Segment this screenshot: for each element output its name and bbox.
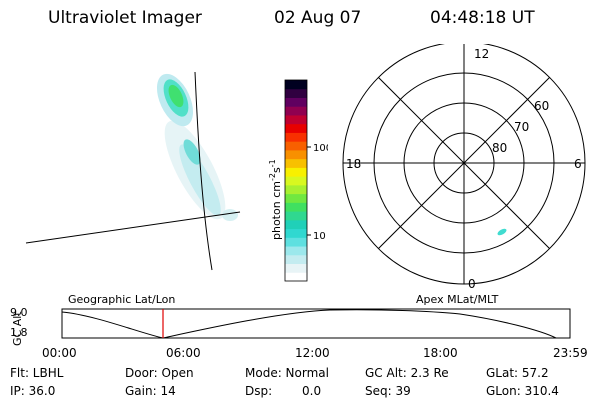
aurora-spot — [497, 228, 507, 236]
geographic-grid-lines — [25, 71, 241, 271]
timeline-tick-0000: 00:00 — [42, 346, 77, 360]
polar-mlat-mlt-plot: 12 6 0 18 60 70 80 — [342, 44, 586, 290]
colorbar-band — [285, 202, 307, 212]
aurora-emission — [156, 73, 238, 221]
colorbar-band — [285, 176, 307, 186]
info-glon: GLon: 310.4 — [486, 384, 559, 398]
colorbar-band — [285, 132, 307, 142]
info-mode: Mode: Normal — [245, 366, 329, 380]
mlt-label-12: 12 — [474, 47, 489, 61]
colorbar-label: photon cm-2s-1 — [268, 159, 283, 240]
info-gc-alt: GC Alt: 2.3 Re — [365, 366, 449, 380]
colorbar-band — [285, 254, 307, 265]
colorbar-band — [285, 228, 307, 238]
mlt-label-18: 18 — [346, 157, 361, 171]
mlt-label-0: 0 — [468, 277, 476, 290]
timeline-left-title: Geographic Lat/Lon — [68, 293, 176, 306]
info-dsp-label: Dsp: — [245, 384, 273, 398]
lat-label-60: 60 — [534, 99, 549, 113]
timeline-right-title: Apex MLat/MLT — [416, 293, 499, 306]
colorbar-band — [285, 272, 307, 282]
timeline-ylabel: GC Alt — [11, 311, 24, 346]
colorbar-band — [285, 193, 307, 203]
info-ip: IP: 36.0 — [10, 384, 56, 398]
lat-label-70: 70 — [514, 120, 529, 134]
colorbar-band — [285, 219, 307, 230]
colorbar-band — [285, 106, 307, 116]
colorbar-band — [285, 184, 307, 195]
info-glat: GLat: 57.2 — [486, 366, 549, 380]
colorbar-band — [285, 123, 307, 133]
info-seq: Seq: 39 — [365, 384, 411, 398]
timeline-y-top: 9.0 — [10, 306, 28, 319]
info-gain: Gain: 14 — [125, 384, 176, 398]
colorbar-scale — [285, 80, 307, 282]
colorbar-tick-10: 10 — [313, 231, 326, 242]
colorbar-band — [285, 211, 307, 221]
colorbar: 100 10 photon cm-2s-1 — [268, 79, 328, 282]
mlt-label-6: 6 — [574, 157, 582, 171]
info-door: Door: Open — [125, 366, 194, 380]
timeline-tick-1200: 12:00 — [295, 346, 330, 360]
timeline-orbit-plot: GC Alt — [11, 308, 571, 346]
colorbar-band — [285, 97, 307, 107]
page-title: Ultraviolet Imager — [48, 8, 202, 28]
colorbar-band — [285, 158, 307, 168]
info-filter: Flt: LBHL — [10, 366, 64, 380]
colorbar-band — [285, 88, 307, 98]
colorbar-band — [285, 141, 307, 151]
info-dsp-value: 0.0 — [302, 384, 322, 398]
colorbar-band — [285, 167, 307, 177]
orbit-altitude-curve — [61, 309, 557, 339]
timeline-y-bottom: 1.8 — [10, 326, 28, 339]
timeline-tick-2359: 23:59 — [553, 346, 588, 360]
lat-label-80: 80 — [492, 141, 507, 155]
colorbar-band — [285, 80, 307, 90]
colorbar-band — [285, 237, 307, 247]
time-readout: 04:48:18 UT — [430, 8, 535, 28]
colorbar-band — [285, 263, 307, 273]
geographic-image-panel — [25, 71, 241, 271]
polar-grid — [342, 44, 586, 285]
date-readout: 02 Aug 07 — [274, 8, 362, 28]
timeline-tick-1800: 18:00 — [423, 346, 458, 360]
colorbar-band — [285, 114, 307, 125]
colorbar-band — [285, 246, 307, 256]
timeline-tick-0600: 06:00 — [166, 346, 201, 360]
colorbar-band — [285, 149, 307, 160]
colorbar-tick-100: 100 — [313, 143, 328, 154]
